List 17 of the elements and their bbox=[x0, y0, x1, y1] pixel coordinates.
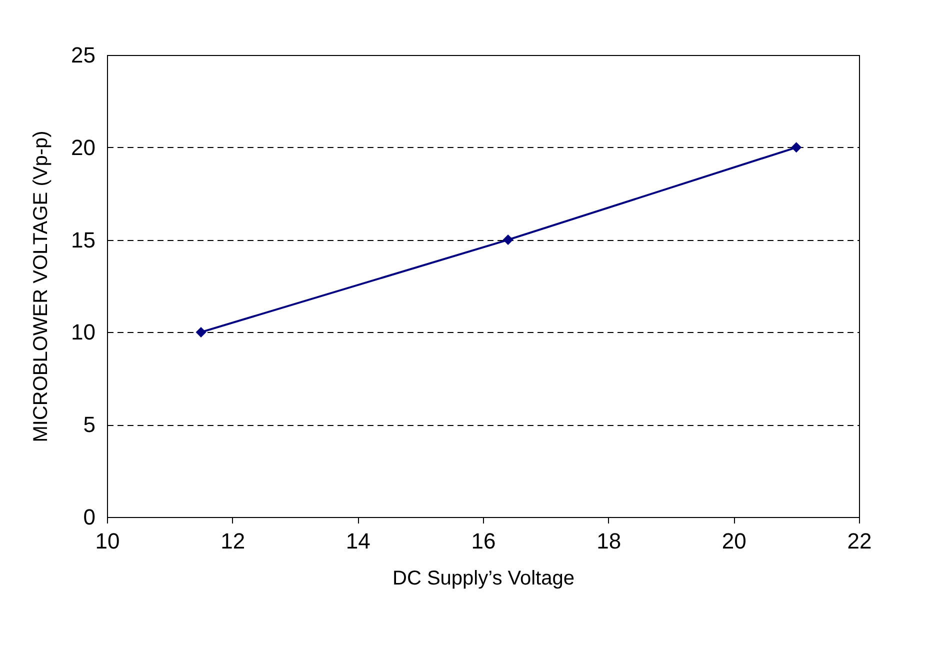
point bbox=[791, 142, 802, 153]
point bbox=[502, 234, 514, 246]
y-tick-label: 10 bbox=[71, 320, 96, 345]
y-tick-label: 25 bbox=[71, 42, 96, 68]
x-tick-label: 20 bbox=[722, 528, 746, 554]
y-tick-label: 15 bbox=[71, 227, 96, 252]
y-tick-label: 0 bbox=[83, 504, 96, 530]
y-tick-label: 20 bbox=[71, 134, 96, 160]
x-axis-title: DC Supply’s Voltage bbox=[392, 568, 574, 590]
y-tick-label: 5 bbox=[83, 412, 96, 438]
x-tick-label: 22 bbox=[847, 528, 872, 554]
point bbox=[196, 326, 206, 338]
x-tick-label: 16 bbox=[471, 528, 496, 554]
x-tick-label: 18 bbox=[596, 528, 622, 554]
y-axis-title: MICROBLOWER VOLTAGE (Vp-p) bbox=[30, 130, 52, 442]
x-tick-label: 12 bbox=[220, 528, 246, 554]
x-tick-label: 14 bbox=[346, 528, 370, 554]
